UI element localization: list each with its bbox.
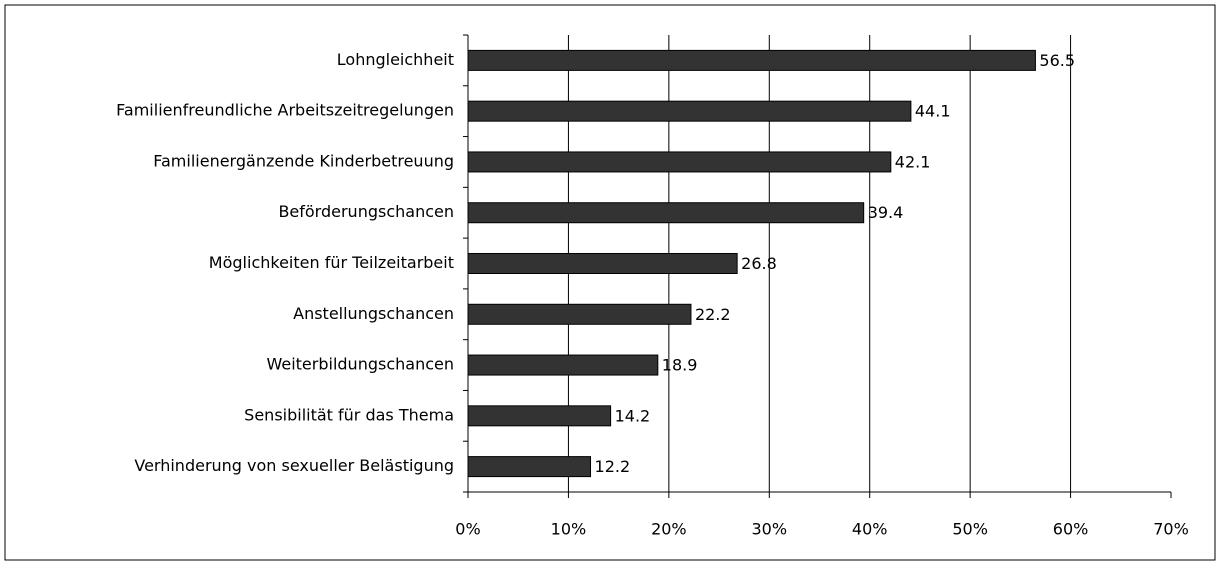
bar xyxy=(467,405,612,427)
bar xyxy=(467,253,738,274)
x-tick-label: 70% xyxy=(1153,520,1189,539)
bar xyxy=(467,151,892,173)
data-label: 12.2 xyxy=(595,457,631,476)
data-label: 42.1 xyxy=(895,152,931,171)
x-tick-label: 20% xyxy=(651,520,687,539)
bar xyxy=(467,202,865,224)
x-tick-label: 30% xyxy=(752,520,788,539)
y-tick-label: Lohngleichheit xyxy=(337,50,454,69)
data-label: 44.1 xyxy=(915,102,951,121)
x-tick-label: 60% xyxy=(1053,520,1089,539)
data-label: 26.8 xyxy=(741,254,777,273)
y-tick-label: Sensibilität für das Thema xyxy=(244,405,454,424)
y-tick-label: Beförderungschancen xyxy=(278,202,454,221)
y-tick-label: Möglichkeiten für Teilzeitarbeit xyxy=(209,253,454,272)
chart-border xyxy=(4,4,1216,561)
x-tick-label: 10% xyxy=(551,520,587,539)
y-tick-label: Familienergänzende Kinderbetreuung xyxy=(153,151,454,170)
data-label: 22.2 xyxy=(695,305,731,324)
x-tick-label: 0% xyxy=(455,520,480,539)
x-tick-label: 40% xyxy=(852,520,888,539)
data-label: 56.5 xyxy=(1039,51,1075,70)
bar xyxy=(467,100,912,122)
y-tick-label: Verhinderung von sexueller Belästigung xyxy=(134,456,454,475)
data-label: 14.2 xyxy=(615,406,651,425)
data-label: 39.4 xyxy=(868,203,904,222)
y-tick-label: Anstellungschancen xyxy=(293,304,454,323)
y-tick-label: Weiterbildungschancen xyxy=(266,355,454,374)
bar xyxy=(467,354,659,376)
x-tick-label: 50% xyxy=(952,520,988,539)
data-label: 18.9 xyxy=(662,356,698,375)
bar xyxy=(467,49,1036,71)
bar xyxy=(467,303,692,325)
bar xyxy=(467,456,592,478)
y-tick-label: Familienfreundliche Arbeitszeitregelunge… xyxy=(116,101,454,120)
